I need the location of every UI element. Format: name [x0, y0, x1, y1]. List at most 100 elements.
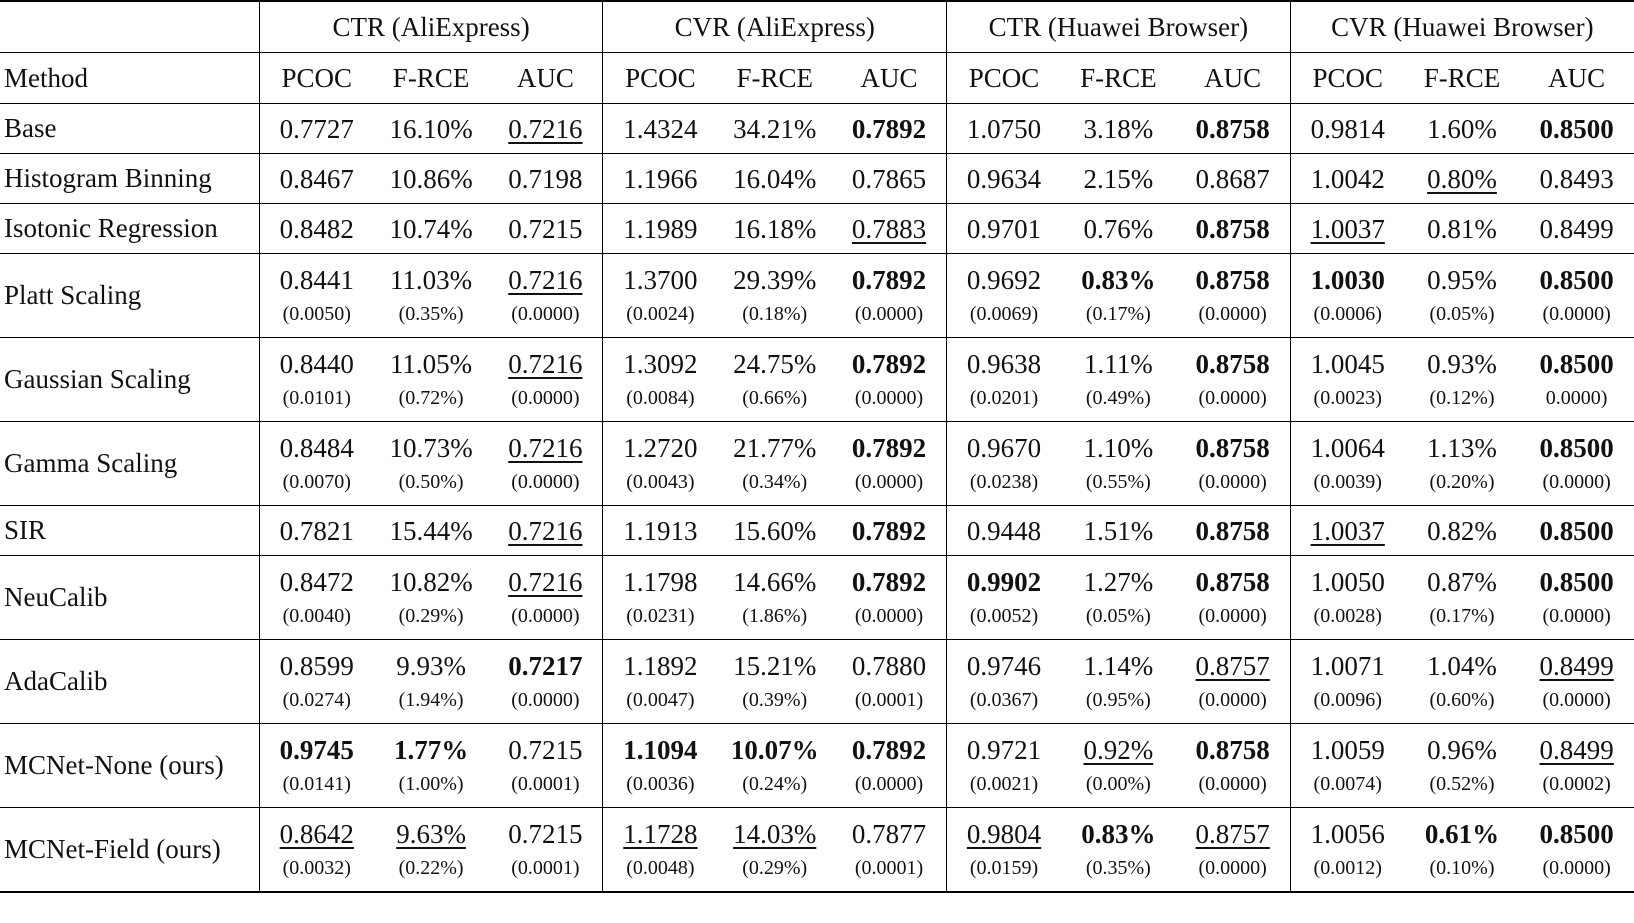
cell-value: 1.13% [1405, 432, 1520, 464]
cell-std-dev: (0.0000) [511, 688, 580, 711]
cell-value: 0.8500 [1519, 264, 1634, 296]
table-cell: 1.1798 (0.0231) [602, 555, 718, 640]
metric-header: PCOC [946, 52, 1062, 104]
cell-value: 0.7892 [832, 432, 946, 464]
cell-std-dev: (0.0006) [1313, 302, 1382, 325]
cell-value: 2.15% [1061, 163, 1176, 195]
value-text: 0.7892 [851, 734, 927, 765]
method-name: Platt Scaling [0, 253, 260, 338]
table-row: NeuCalib 0.8472 (0.0040) 10.82% (0.29%) 0.721… [0, 555, 1634, 640]
table-cell: 0.8500 (0.0000) [1519, 421, 1634, 506]
table-cell: 15.21% (0.39%) [717, 639, 832, 724]
cell-value: 0.8758 [1176, 113, 1290, 145]
cell-value: 0.8441 [260, 264, 374, 296]
table-cell: 0.7877 (0.0001) [831, 807, 947, 893]
value-text: 1.3092 [623, 348, 698, 379]
metric-header: AUC [488, 52, 603, 104]
table-cell: 0.7892 (0.0000) [831, 421, 947, 506]
cell-std-dev: (0.0000) [1542, 470, 1611, 493]
cell-std-dev: (0.24%) [742, 772, 808, 795]
cell-value: 0.9448 [947, 515, 1061, 547]
table-cell: 1.11% (0.49%) [1061, 337, 1176, 422]
table-cell: 2.15% [1061, 153, 1176, 204]
cell-std-dev: (0.0000) [1542, 302, 1611, 325]
cell-std-dev: (0.0039) [1313, 470, 1382, 493]
cell-std-dev: (0.0274) [282, 688, 351, 711]
cell-std-dev: (0.55%) [1085, 470, 1151, 493]
value-text: 16.18% [733, 213, 817, 244]
cell-value: 0.96% [1405, 734, 1520, 766]
table-cell: 1.3092 (0.0084) [602, 337, 718, 422]
cell-value: 1.0056 [1291, 818, 1405, 850]
value-text: 0.87% [1427, 566, 1497, 597]
value-text: 1.1892 [623, 650, 698, 681]
table-row: MCNet-None (ours) 0.9745 (0.0141) 1.77% (1.0… [0, 723, 1634, 808]
cell-value: 0.8687 [1176, 163, 1290, 195]
cell-value: 0.7216 [488, 348, 602, 380]
cell-std-dev: (0.0024) [626, 302, 695, 325]
cell-std-dev: (0.39%) [742, 688, 808, 711]
cell-value: 14.03% [717, 818, 832, 850]
cell-value: 0.93% [1405, 348, 1520, 380]
cell-value: 0.82% [1405, 515, 1520, 547]
cell-value: 0.9638 [947, 348, 1061, 380]
value-text: 0.8642 [279, 818, 354, 849]
cell-std-dev: (0.22%) [398, 856, 464, 879]
value-text: 1.60% [1427, 113, 1497, 144]
table-cell: 0.8500 [1519, 103, 1634, 154]
value-text: 16.04% [733, 163, 817, 194]
value-text: 0.7217 [508, 650, 583, 681]
metric-header: AUC [1175, 52, 1291, 104]
cell-value: 0.8472 [260, 566, 374, 598]
cell-value: 0.8757 [1176, 818, 1290, 850]
value-text: 1.0750 [966, 113, 1042, 144]
table-cell: 0.7892 (0.0000) [831, 253, 947, 338]
table-cell: 0.8482 [258, 203, 374, 254]
value-text: 0.8467 [279, 163, 354, 194]
value-text: 10.73% [389, 432, 473, 463]
cell-std-dev: (0.0000) [1198, 772, 1267, 795]
table-cell: 0.9746 (0.0367) [946, 639, 1062, 724]
cell-value: 29.39% [717, 264, 832, 296]
cell-value: 0.7216 [488, 566, 602, 598]
cell-value: 0.8758 [1176, 566, 1290, 598]
table-cell: 0.8599 (0.0274) [258, 639, 374, 724]
cell-value: 9.93% [374, 650, 489, 682]
table-cell: 0.83% (0.35%) [1061, 807, 1176, 893]
table-cell: 1.1989 [602, 203, 718, 254]
value-text: 0.7216 [508, 264, 583, 295]
cell-std-dev: (0.0036) [626, 772, 695, 795]
cell-std-dev: (0.0048) [626, 856, 695, 879]
value-text: 1.04% [1427, 650, 1497, 681]
value-text: 0.8758 [1195, 515, 1270, 546]
value-text: 9.63% [396, 818, 466, 849]
cell-std-dev: (0.0000) [854, 302, 924, 325]
table-cell: 1.0030 (0.0006) [1289, 253, 1405, 338]
table-cell: 0.8500 [1519, 505, 1634, 556]
metric-header: AUC [831, 52, 947, 104]
value-text: 0.8758 [1195, 348, 1270, 379]
metric-header: PCOC [258, 52, 374, 104]
cell-value: 0.8440 [260, 348, 374, 380]
cell-value: 0.8500 [1519, 348, 1634, 380]
table-cell: 1.0071 (0.0096) [1289, 639, 1405, 724]
table-cell: 0.8758 (0.0000) [1175, 555, 1291, 640]
table-cell: 0.7198 [488, 153, 603, 204]
cell-std-dev: (0.0032) [282, 856, 351, 879]
cell-value: 0.7892 [832, 264, 946, 296]
table-row: Platt Scaling 0.8441 (0.0050) 11.03% (0.35%)… [0, 253, 1634, 338]
value-text: 0.8500 [1539, 348, 1614, 379]
table-cell: 1.0037 [1289, 203, 1405, 254]
table-cell: 0.7892 (0.0000) [831, 337, 947, 422]
cell-value: 0.8500 [1519, 113, 1634, 145]
table-cell: 0.8758 [1175, 103, 1291, 154]
value-text: 0.7880 [851, 650, 927, 681]
cell-std-dev: (0.0000) [1198, 470, 1267, 493]
table-cell: 0.7216 [488, 103, 603, 154]
table-cell: 1.0045 (0.0023) [1289, 337, 1405, 422]
value-text: 0.7892 [851, 566, 927, 597]
table-cell: 14.03% (0.29%) [717, 807, 832, 893]
method-name: NeuCalib [0, 555, 260, 640]
cell-value: 11.03% [374, 264, 489, 296]
cell-value: 0.8599 [260, 650, 374, 682]
